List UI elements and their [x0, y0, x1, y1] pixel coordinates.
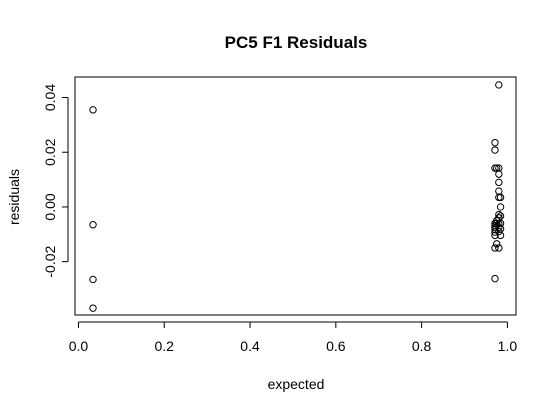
data-point — [495, 244, 503, 252]
y-axis: -0.02 0.00 0.02 0.04 — [42, 84, 69, 278]
data-points — [89, 81, 505, 312]
y-tick-label: -0.02 — [42, 245, 58, 277]
data-point — [496, 219, 505, 228]
data-point — [496, 193, 505, 202]
data-point — [495, 210, 503, 219]
data-point — [491, 224, 499, 232]
x-tick-label: 1.0 — [498, 338, 518, 354]
data-point — [495, 223, 503, 232]
data-point — [496, 231, 505, 240]
data-point — [491, 138, 499, 147]
data-point — [89, 221, 97, 229]
data-point — [495, 187, 503, 195]
y-tick-label: 0.04 — [42, 84, 58, 111]
x-tick-label: 0.0 — [69, 338, 89, 354]
data-point — [496, 212, 505, 220]
data-point — [495, 81, 503, 89]
data-point — [491, 231, 499, 240]
plot-frame — [74, 76, 517, 316]
x-tick-label: 0.6 — [326, 338, 346, 354]
data-point — [89, 106, 97, 114]
x-axis-label: expected — [268, 376, 325, 392]
data-point — [495, 170, 503, 178]
x-tick-label: 0.4 — [240, 338, 260, 354]
y-tick-label: 0.02 — [42, 138, 58, 165]
data-point — [491, 244, 499, 252]
y-axis-label: residuals — [6, 169, 22, 225]
data-point — [89, 304, 97, 312]
data-point — [496, 203, 505, 211]
x-tick-label: 0.2 — [154, 338, 174, 354]
x-tick-label: 0.8 — [412, 338, 432, 354]
data-point — [89, 275, 97, 284]
data-point — [491, 228, 499, 236]
x-axis: 0.0 0.2 0.4 0.6 0.8 1.0 — [69, 321, 518, 354]
y-tick-label: 0.00 — [42, 193, 58, 220]
data-point — [491, 274, 499, 283]
data-point — [491, 146, 499, 154]
chart-title: PC5 F1 Residuals — [225, 33, 368, 52]
data-point — [495, 178, 503, 187]
data-point — [492, 240, 501, 248]
